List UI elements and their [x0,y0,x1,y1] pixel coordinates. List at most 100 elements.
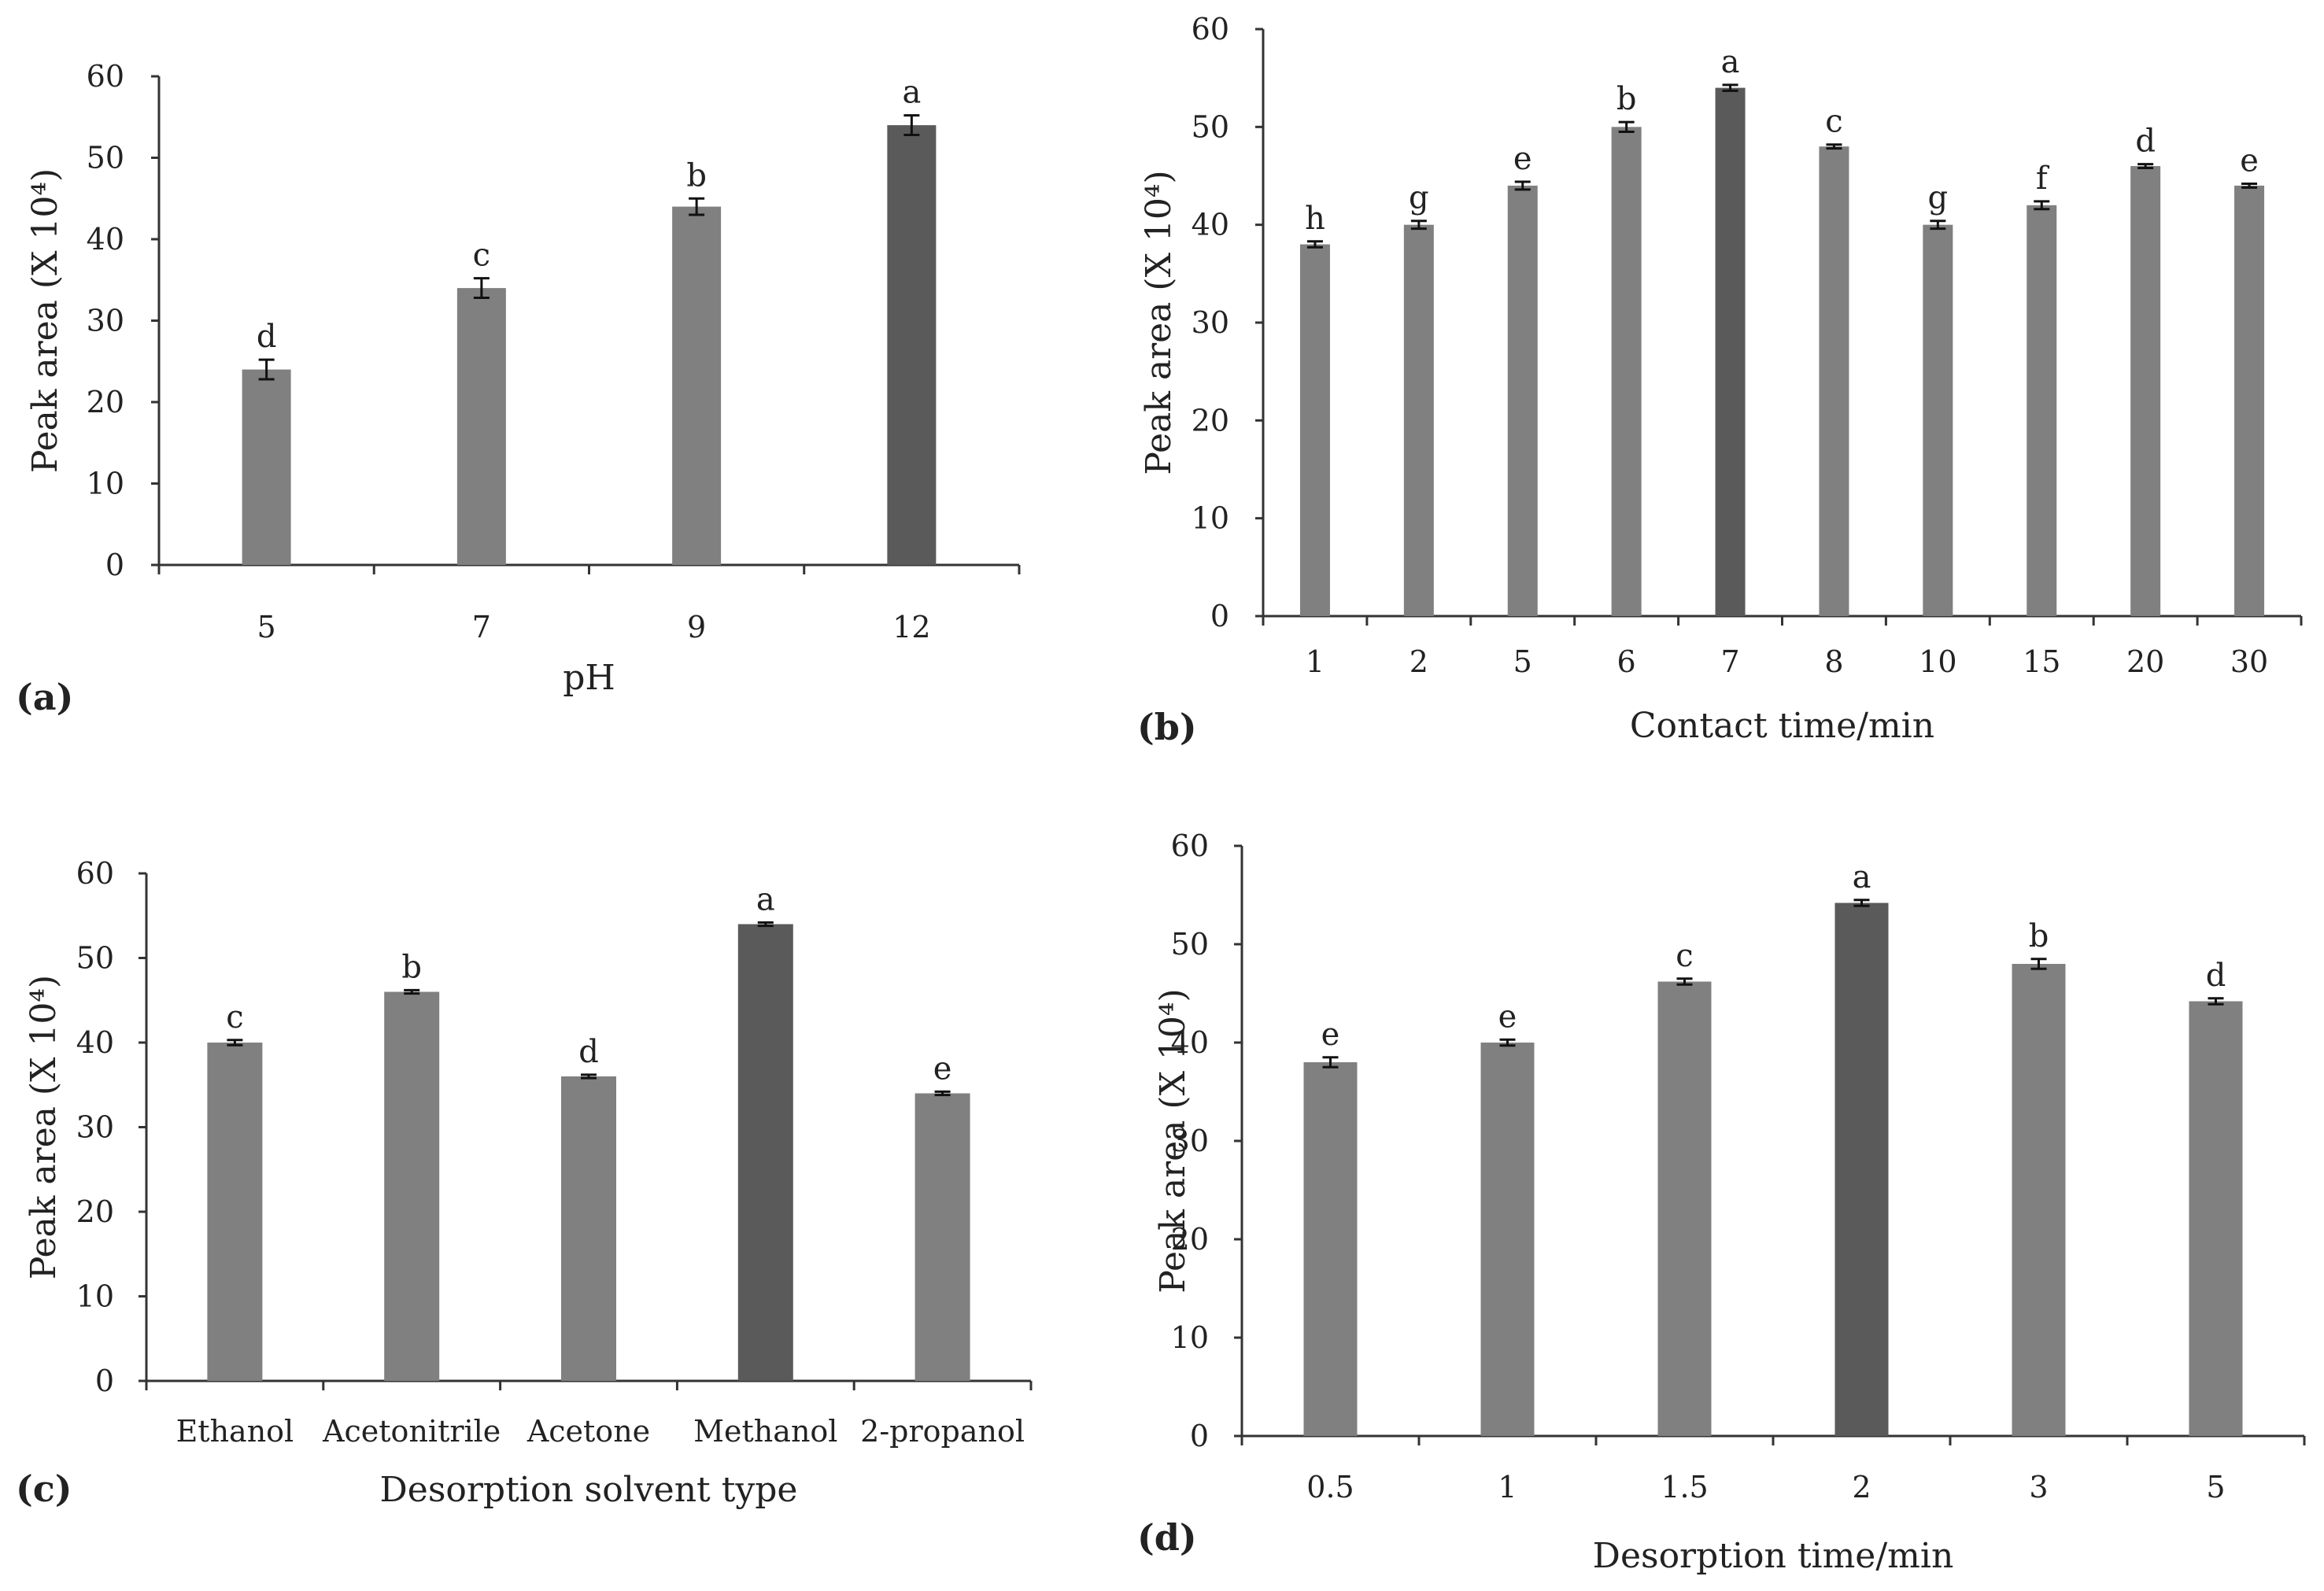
bar [242,369,291,565]
significance-letter: c [473,238,490,274]
x-tick-label: 5 [1513,644,1532,679]
significance-letter: d [2206,958,2226,994]
x-tick-label: Acetone [527,1414,650,1449]
significance-letter: g [1928,180,1949,216]
y-axis-title: Peak area (X 10⁴) [1139,170,1179,474]
bar [1657,981,1712,1436]
y-tick-label: 40 [1171,1025,1209,1060]
y-tick-label: 40 [87,222,124,257]
significance-letter: a [902,75,921,111]
bar [914,1093,970,1381]
significance-letter: c [226,999,243,1035]
panel-label: (d) [1137,1516,1197,1559]
x-tick-label: 10 [1919,644,1956,679]
bar [1715,87,1746,617]
y-tick-label: 30 [76,1110,114,1145]
bar [1923,224,1953,616]
x-tick-label: 1.5 [1661,1470,1708,1504]
significance-letter: e [2240,142,2259,179]
y-tick-label: 20 [76,1194,114,1229]
y-tick-label: 10 [1192,501,1229,536]
significance-letter: d [578,1034,599,1070]
x-tick-label: 5 [2206,1470,2225,1504]
x-axis-title: Contact time/min [1630,706,1934,746]
x-axis-title: Desorption solvent type [380,1470,798,1510]
y-tick-label: 10 [87,467,124,501]
bar [384,991,440,1381]
y-tick-label: 20 [87,385,124,419]
y-tick-label: 30 [87,304,124,338]
x-tick-label: 15 [2023,644,2060,679]
bar [2189,1001,2243,1436]
significance-letter: d [2135,124,2156,160]
y-tick-label: 30 [1192,305,1229,340]
x-axis-title: Desorption time/min [1593,1536,1954,1576]
bar [1299,244,1330,616]
significance-letter: a [756,881,775,917]
y-tick-label: 0 [95,1364,114,1398]
y-tick-label: 40 [76,1025,114,1060]
bar [2130,166,2161,617]
significance-letter: a [1721,44,1740,80]
y-axis-title: Peak area (X 10⁴) [25,168,65,473]
x-tick-label: Ethanol [176,1414,294,1449]
significance-letter: c [1825,104,1842,140]
panel-b-chart: 0 10 20 30 40 50 60 h 1 g 2 e 5 b 6 a 7 c 8 g 10 f 15 d 20 e 30 Pea… [1137,12,2303,748]
y-tick-label: 20 [1171,1222,1209,1257]
significance-letter: a [1853,859,1871,895]
x-tick-label: 6 [1617,644,1636,679]
y-tick-label: 40 [1192,208,1229,242]
bar [737,924,793,1381]
significance-letter: b [401,949,422,985]
y-tick-label: 0 [105,548,124,582]
panel-label: (c) [16,1467,72,1510]
significance-letter: h [1305,201,1325,237]
bar [2234,185,2265,616]
x-tick-label: 2 [1852,1470,1871,1504]
x-tick-label: 7 [472,610,491,644]
x-tick-label: 20 [2126,644,2164,679]
y-tick-label: 10 [76,1279,114,1314]
bar [887,125,937,566]
significance-letter: d [257,319,277,355]
x-tick-label: 30 [2230,644,2268,679]
bar [207,1043,263,1381]
y-axis-title: Peak area (X 10⁴) [1153,988,1193,1293]
bar [1611,127,1642,617]
bar [1819,146,1849,616]
bar [456,288,506,565]
panel-label: (a) [16,676,73,718]
y-tick-label: 0 [1210,599,1229,633]
x-tick-label: 9 [687,610,706,644]
y-tick-label: 0 [1190,1419,1209,1453]
significance-letter: e [933,1050,952,1087]
bar [1834,903,1889,1436]
bar [1303,1062,1358,1436]
x-tick-label: 7 [1720,644,1739,679]
y-tick-label: 50 [1192,109,1229,144]
y-tick-label: 20 [1192,403,1229,437]
y-tick-label: 10 [1171,1320,1209,1355]
bar [2012,964,2066,1436]
x-tick-label: 8 [1824,644,1843,679]
y-tick-label: 60 [76,856,114,891]
significance-letter: b [2029,918,2049,954]
x-tick-label: 2 [1410,644,1428,679]
significance-letter: f [2036,161,2050,197]
panel-c-chart: 0 10 20 30 40 50 60 c Ethanol b Acetonitrile d Aceto… [16,856,1033,1510]
significance-letter: c [1676,938,1693,974]
panel-label: (b) [1137,706,1197,748]
x-tick-label: 0.5 [1306,1470,1354,1504]
x-axis-title: pH [563,658,615,698]
y-tick-label: 60 [1192,12,1229,46]
y-axis-title: Peak area (X 10⁴) [24,975,64,1279]
x-tick-label: 12 [892,610,930,644]
bar [1403,224,1434,616]
y-tick-label: 50 [1171,927,1209,962]
bar [561,1076,616,1381]
x-tick-label: Acetonitrile [322,1414,501,1449]
panel-d-chart: 0 10 20 30 40 50 60 e 0.5 e 1 c 1.5 a 2 b 3 d 5 Peak area (… [1137,829,2306,1576]
y-tick-label: 60 [87,59,124,94]
y-tick-label: 50 [87,141,124,175]
